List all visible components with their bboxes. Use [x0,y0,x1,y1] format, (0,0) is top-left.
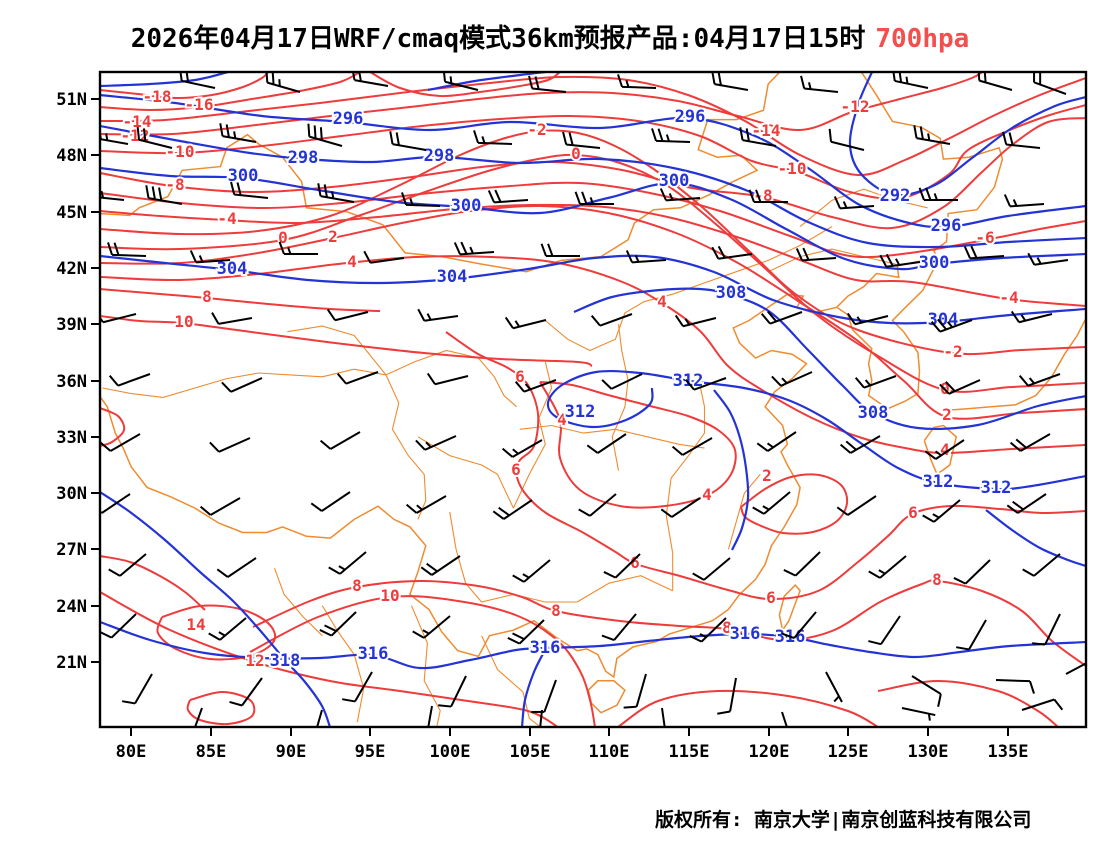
lat-tick-label: 39N [56,315,87,335]
svg-text:2: 2 [762,466,772,485]
lat-tick-label: 36N [56,372,87,392]
svg-text:298: 298 [424,146,455,166]
svg-text:0: 0 [571,144,581,163]
lat-tick-label: 51N [56,90,87,110]
svg-text:-14: -14 [123,112,152,131]
lat-tick-label: 27N [56,540,87,560]
svg-text:4: 4 [557,410,567,429]
lat-tick-label: 48N [56,146,87,166]
svg-text:292: 292 [880,186,911,206]
svg-text:12: 12 [245,651,264,670]
svg-text:312: 312 [565,402,596,422]
svg-text:318: 318 [270,651,301,671]
svg-text:300: 300 [919,253,950,273]
lon-tick-label: 135E [988,742,1029,762]
national-boundary-coastline [101,73,1085,714]
chart-title: 2026年04月17日WRF/cmaq模式36km预报产品:04月17日15时 7… [0,18,1100,55]
svg-text:304: 304 [437,267,468,287]
lon-tick-label: 100E [430,742,471,762]
svg-text:-4: -4 [217,209,236,228]
lat-tick-label: 30N [56,484,87,504]
svg-text:312: 312 [923,472,954,492]
svg-text:296: 296 [333,109,364,129]
lon-tick-label: 130E [908,742,949,762]
lat-tick-label: 33N [56,428,87,448]
svg-text:-10: -10 [166,142,195,161]
lon-tick-label: 90E [276,742,307,762]
svg-text:296: 296 [931,216,962,236]
svg-text:-10: -10 [778,159,807,178]
svg-text:300: 300 [659,171,690,191]
map-layers: -18 -16-14 -14-12-12-10-10-8-8-6-4-4-2-200… [101,73,1085,726]
svg-text:-8: -8 [165,175,184,194]
svg-text:312: 312 [981,478,1012,498]
copyright-text: 版权所有: 南京大学|南京创蓝科技有限公司 [655,809,1032,831]
svg-text:6: 6 [511,460,521,479]
svg-text:316: 316 [530,638,561,658]
svg-text:-14: -14 [752,121,781,140]
svg-text:298: 298 [288,148,319,168]
map-frame [98,70,1088,729]
svg-text:10: 10 [380,586,399,605]
temperature-labels: -18 -16-14 -14-12-12-10-10-8-8-6-4-4-2-200… [119,85,1021,672]
svg-text:-4: -4 [999,288,1018,307]
lon-tick-label: 85E [196,742,227,762]
svg-text:-18: -18 [143,87,172,106]
lon-tick-label: 125E [828,742,869,762]
svg-text:8: 8 [202,287,212,306]
lat-tick-label: 42N [56,259,87,279]
svg-text:10: 10 [174,312,193,331]
svg-text:316: 316 [358,644,389,664]
svg-text:-16: -16 [185,95,214,114]
height-contours [101,73,1085,726]
svg-text:8: 8 [722,618,732,637]
svg-text:300: 300 [451,196,482,216]
svg-text:-2: -2 [527,120,546,139]
svg-text:-12: -12 [841,97,870,116]
svg-text:8: 8 [352,576,362,595]
svg-text:-2: -2 [943,342,962,361]
svg-text:-6: -6 [975,228,994,247]
axis-ticks-labels: 51N 48N 45N 42N 39N 36N 33N 30N 27N 24N 21N 80E 85E 9… [56,90,1028,762]
lon-tick-label: 120E [749,742,790,762]
lon-tick-label: 110E [589,742,630,762]
lon-tick-label: 95E [355,742,386,762]
svg-text:2: 2 [942,405,952,424]
svg-text:308: 308 [716,283,747,303]
lat-tick-label: 21N [56,653,87,673]
svg-text:296: 296 [675,107,706,127]
svg-text:14: 14 [186,615,205,634]
lon-tick-label: 115E [669,742,710,762]
lat-tick-label: 45N [56,203,87,223]
svg-text:4: 4 [702,485,712,504]
svg-text:304: 304 [217,259,248,279]
svg-text:2: 2 [328,227,338,246]
lon-tick-label: 105E [510,742,551,762]
svg-text:308: 308 [858,403,889,423]
svg-text:8: 8 [932,570,942,589]
svg-text:316: 316 [730,624,761,644]
wind-barbs [101,73,1085,726]
lat-tick-label: 24N [56,597,87,617]
pressure-level-label: 700hpa [875,24,970,54]
svg-text:8: 8 [551,601,561,620]
svg-text:4: 4 [657,292,667,311]
svg-text:6: 6 [766,588,776,607]
lon-tick-label: 80E [116,742,147,762]
svg-text:4: 4 [347,252,357,271]
svg-text:6: 6 [908,503,918,522]
chart-title-text: 2026年04月17日WRF/cmaq模式36km预报产品:04月17日15时 [130,24,866,54]
